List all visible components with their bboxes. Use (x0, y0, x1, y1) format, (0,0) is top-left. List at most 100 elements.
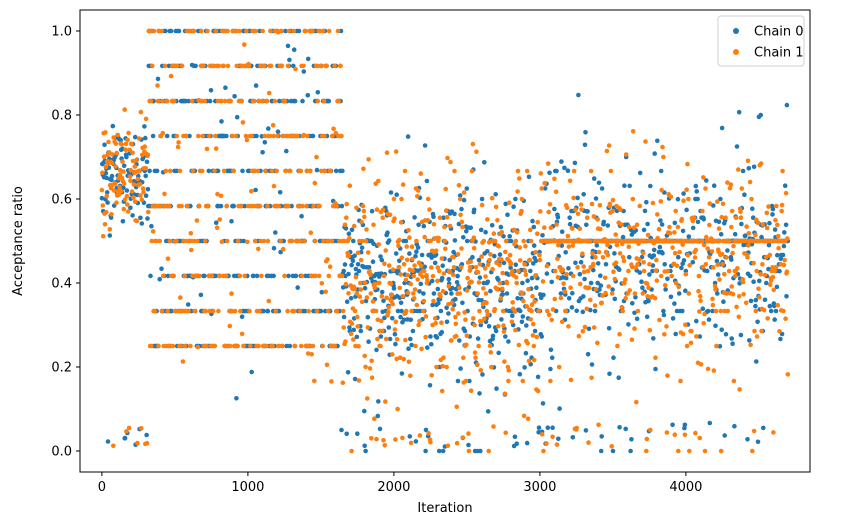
data-point (168, 73, 174, 79)
data-point (429, 342, 434, 347)
data-point (143, 135, 148, 141)
data-point (443, 208, 449, 213)
data-point (251, 273, 256, 279)
data-point (454, 440, 460, 446)
data-point (342, 262, 348, 267)
data-point (475, 362, 480, 367)
data-point (630, 301, 635, 306)
data-point (512, 309, 518, 314)
data-point (205, 28, 210, 34)
data-point (706, 254, 712, 260)
data-point (414, 302, 420, 308)
data-point (680, 331, 686, 337)
data-point (672, 432, 678, 438)
data-point (581, 264, 586, 269)
data-point (517, 308, 523, 314)
data-point (496, 244, 502, 249)
data-point (695, 238, 700, 244)
data-point (343, 281, 349, 287)
data-point (355, 324, 361, 329)
data-point (392, 327, 398, 332)
data-point (485, 409, 491, 414)
legend-label-chain-1: Chain 1 (754, 46, 804, 61)
data-point (346, 231, 352, 236)
data-point (244, 137, 250, 143)
data-point (356, 378, 362, 383)
data-point (639, 279, 644, 285)
data-point (523, 244, 528, 249)
data-point (644, 448, 649, 454)
data-point (439, 256, 445, 261)
data-point (425, 345, 430, 350)
data-point (630, 196, 636, 202)
data-point (566, 296, 572, 301)
data-point (143, 173, 148, 179)
data-point (460, 300, 465, 306)
data-point (556, 364, 562, 370)
data-point (764, 225, 770, 231)
data-point (412, 263, 417, 268)
data-point (366, 157, 371, 162)
data-point (378, 343, 383, 349)
data-point (701, 217, 706, 222)
data-point (444, 364, 449, 370)
data-point (407, 251, 412, 256)
data-point (589, 375, 594, 381)
data-point (488, 252, 493, 257)
data-point (291, 28, 297, 34)
data-point (359, 299, 365, 305)
data-point (436, 268, 442, 274)
data-point (515, 296, 520, 301)
data-point (415, 268, 421, 274)
data-point (216, 308, 221, 314)
data-point (396, 265, 402, 270)
data-point (415, 245, 421, 250)
data-point (559, 243, 565, 248)
data-point (341, 325, 347, 330)
data-point (362, 214, 367, 220)
data-point (437, 215, 443, 220)
data-point (190, 168, 196, 174)
data-point (643, 139, 648, 144)
data-point (351, 223, 357, 229)
data-point (230, 133, 235, 139)
data-point (499, 229, 505, 235)
data-point (676, 291, 682, 296)
data-point (751, 260, 756, 266)
data-point (500, 308, 506, 314)
data-point (260, 28, 265, 34)
data-point (516, 342, 522, 348)
data-point (269, 168, 275, 174)
data-point (718, 232, 724, 237)
data-point (626, 268, 631, 274)
data-point (652, 151, 657, 156)
data-point (280, 343, 285, 349)
data-point (476, 343, 481, 349)
data-point (768, 308, 774, 314)
data-point (595, 340, 600, 346)
data-point (139, 197, 145, 203)
data-point (394, 192, 400, 197)
data-point (783, 222, 789, 228)
data-point (755, 220, 761, 226)
data-point (383, 248, 389, 253)
data-point (344, 215, 349, 220)
data-point (219, 239, 225, 244)
data-point (418, 281, 424, 287)
data-point (486, 448, 492, 454)
data-point (605, 252, 611, 258)
data-point (706, 317, 712, 322)
data-point (533, 273, 539, 278)
data-point (681, 258, 687, 263)
data-point (467, 378, 472, 384)
data-point (559, 159, 564, 164)
data-point (457, 193, 463, 198)
data-point (783, 316, 788, 322)
data-point (176, 140, 181, 145)
data-point (195, 238, 200, 244)
data-point (501, 323, 506, 328)
data-point (767, 303, 773, 309)
data-point (610, 287, 615, 292)
data-point (103, 170, 109, 176)
data-point (223, 85, 228, 90)
